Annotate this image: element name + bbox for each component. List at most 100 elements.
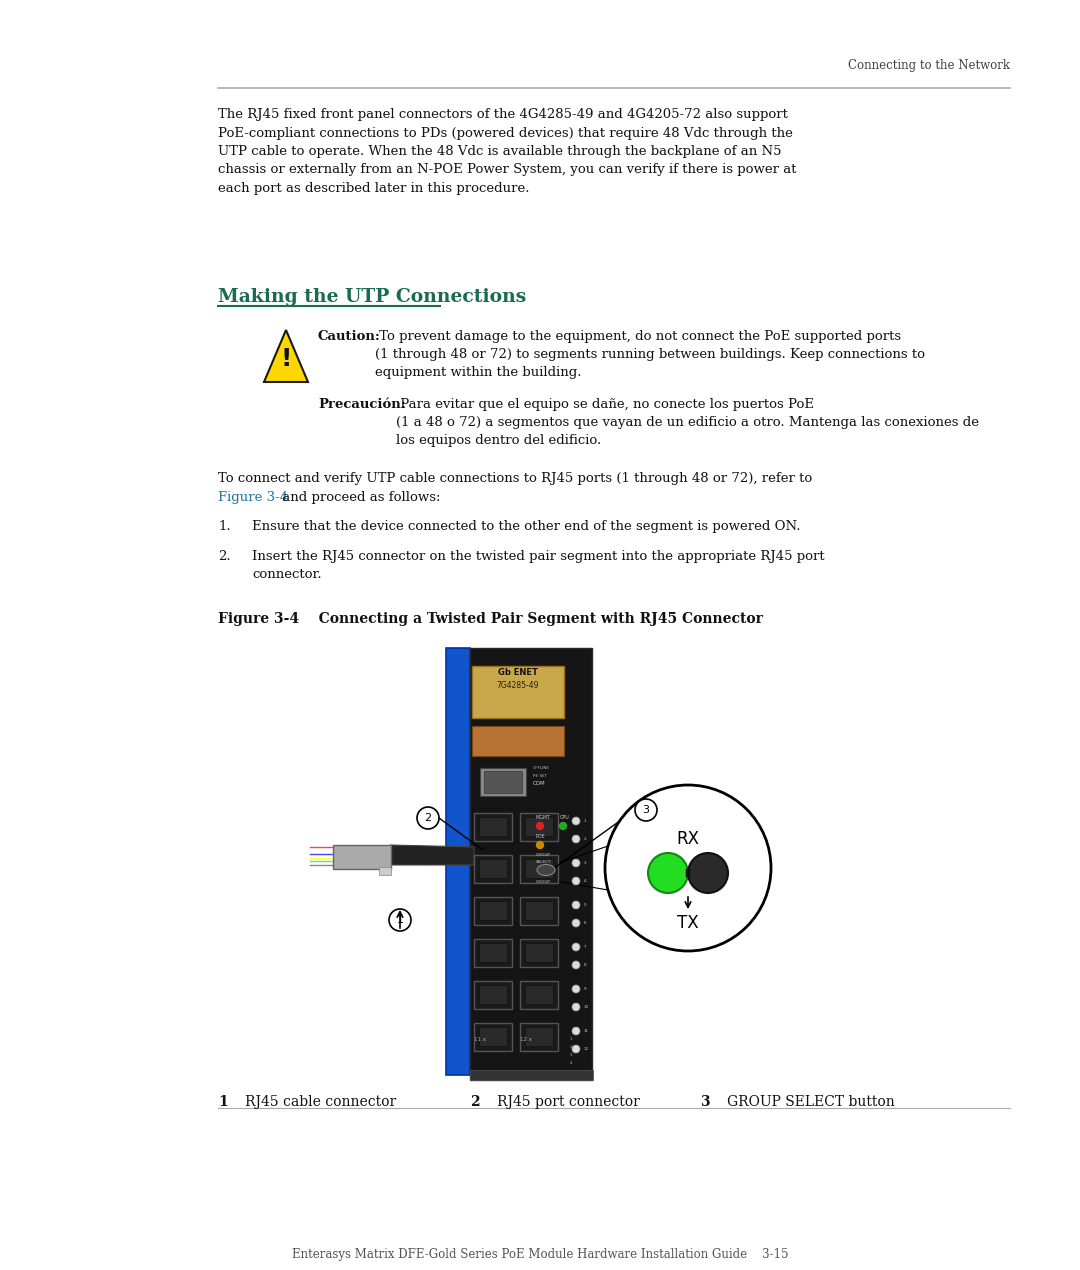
Text: Ensure that the device connected to the other end of the segment is powered ON.: Ensure that the device connected to the … — [252, 519, 800, 533]
Text: 2: 2 — [584, 837, 586, 841]
FancyBboxPatch shape — [525, 986, 553, 1005]
Text: 2: 2 — [570, 1045, 572, 1049]
FancyBboxPatch shape — [525, 1027, 553, 1046]
Text: 1: 1 — [396, 914, 404, 925]
Text: 1: 1 — [218, 1095, 228, 1109]
FancyBboxPatch shape — [525, 944, 553, 961]
Text: RX: RX — [676, 831, 700, 848]
Text: Insert the RJ45 connector on the twisted pair segment into the appropriate RJ45 : Insert the RJ45 connector on the twisted… — [252, 550, 825, 580]
Text: 11: 11 — [584, 1029, 589, 1033]
Text: 12 x: 12 x — [519, 1038, 532, 1041]
Text: 1: 1 — [570, 1038, 572, 1041]
FancyBboxPatch shape — [480, 900, 507, 919]
Text: OFFLINE: OFFLINE — [534, 766, 550, 770]
Circle shape — [572, 900, 580, 909]
Text: SELECT: SELECT — [536, 860, 552, 864]
Circle shape — [389, 909, 411, 931]
FancyBboxPatch shape — [519, 897, 558, 925]
FancyBboxPatch shape — [470, 648, 592, 1080]
Text: Enterasys Matrix DFE-Gold Series PoE Module Hardware Installation Guide    3-15: Enterasys Matrix DFE-Gold Series PoE Mod… — [292, 1248, 788, 1261]
Circle shape — [572, 1003, 580, 1011]
Circle shape — [572, 919, 580, 927]
Text: MGMT: MGMT — [536, 815, 551, 820]
Text: COM: COM — [534, 781, 545, 786]
Circle shape — [572, 878, 580, 885]
Circle shape — [572, 834, 580, 843]
Text: RJ45 cable connector: RJ45 cable connector — [232, 1095, 396, 1109]
Text: and proceed as follows:: and proceed as follows: — [278, 491, 441, 504]
FancyBboxPatch shape — [519, 1024, 558, 1052]
Text: 4: 4 — [570, 1060, 572, 1066]
Text: 3: 3 — [584, 861, 586, 865]
Text: 8: 8 — [584, 963, 586, 966]
FancyBboxPatch shape — [519, 939, 558, 966]
FancyBboxPatch shape — [474, 855, 512, 883]
Text: 2: 2 — [470, 1095, 480, 1109]
FancyBboxPatch shape — [474, 939, 512, 966]
Text: 5: 5 — [584, 903, 586, 907]
Polygon shape — [390, 845, 474, 865]
Text: 12: 12 — [584, 1046, 589, 1052]
FancyBboxPatch shape — [525, 900, 553, 919]
Text: TX: TX — [677, 914, 699, 932]
Text: 1.: 1. — [218, 519, 231, 533]
FancyBboxPatch shape — [474, 813, 512, 841]
FancyBboxPatch shape — [480, 986, 507, 1005]
Text: 1: 1 — [584, 819, 586, 823]
FancyBboxPatch shape — [474, 980, 512, 1008]
Circle shape — [648, 853, 688, 893]
FancyBboxPatch shape — [470, 1071, 593, 1080]
FancyBboxPatch shape — [525, 817, 553, 836]
Circle shape — [572, 961, 580, 969]
Text: Figure 3-4    Connecting a Twisted Pair Segment with RJ45 Connector: Figure 3-4 Connecting a Twisted Pair Seg… — [218, 612, 762, 626]
FancyBboxPatch shape — [519, 855, 558, 883]
Ellipse shape — [537, 865, 555, 875]
Text: 3: 3 — [643, 805, 649, 815]
FancyBboxPatch shape — [379, 867, 391, 875]
FancyBboxPatch shape — [480, 1027, 507, 1046]
Text: 7G4285-49: 7G4285-49 — [497, 681, 539, 690]
FancyBboxPatch shape — [480, 768, 526, 796]
Text: PE SET: PE SET — [534, 773, 548, 779]
Text: RJ45 port connector: RJ45 port connector — [484, 1095, 639, 1109]
Text: Caution:: Caution: — [318, 330, 381, 343]
Text: To prevent damage to the equipment, do not connect the PoE supported ports
(1 th: To prevent damage to the equipment, do n… — [375, 330, 924, 378]
Text: 4: 4 — [584, 879, 586, 883]
Circle shape — [572, 817, 580, 826]
Circle shape — [559, 823, 567, 829]
Text: Gb ENET: Gb ENET — [498, 668, 538, 677]
Text: The RJ45 fixed front panel connectors of the 4G4285-49 and 4G4205-72 also suppor: The RJ45 fixed front panel connectors of… — [218, 108, 797, 196]
FancyBboxPatch shape — [474, 1024, 512, 1052]
Text: 11 x: 11 x — [474, 1038, 486, 1041]
Text: 2.: 2. — [218, 550, 231, 563]
Text: 10: 10 — [584, 1005, 589, 1008]
Polygon shape — [264, 330, 308, 382]
Circle shape — [537, 842, 543, 848]
Text: To connect and verify UTP cable connections to RJ45 ports (1 through 48 or 72), : To connect and verify UTP cable connecti… — [218, 472, 812, 485]
Text: 6: 6 — [584, 921, 586, 925]
FancyBboxPatch shape — [519, 813, 558, 841]
Circle shape — [417, 806, 438, 829]
FancyBboxPatch shape — [686, 869, 690, 878]
Circle shape — [572, 859, 580, 867]
Circle shape — [572, 1045, 580, 1053]
FancyBboxPatch shape — [472, 726, 564, 756]
Text: Precaución:: Precaución: — [318, 398, 406, 411]
Text: 3: 3 — [700, 1095, 710, 1109]
FancyBboxPatch shape — [480, 817, 507, 836]
Text: Connecting to the Network: Connecting to the Network — [848, 58, 1010, 72]
Text: 7: 7 — [584, 945, 586, 949]
Circle shape — [688, 853, 728, 893]
Text: Para evitar que el equipo se dañe, no conecte los puertos PoE
(1 a 48 o 72) a se: Para evitar que el equipo se dañe, no co… — [396, 398, 978, 447]
FancyBboxPatch shape — [519, 980, 558, 1008]
Text: Making the UTP Connections: Making the UTP Connections — [218, 288, 526, 306]
Text: GROUP: GROUP — [536, 880, 551, 884]
Circle shape — [572, 944, 580, 951]
Text: POE: POE — [536, 834, 545, 839]
Text: Figure 3-4: Figure 3-4 — [218, 491, 288, 504]
FancyBboxPatch shape — [472, 665, 564, 718]
Text: GROUP SELECT button: GROUP SELECT button — [714, 1095, 894, 1109]
Circle shape — [572, 986, 580, 993]
Circle shape — [572, 1027, 580, 1035]
Text: GROUP: GROUP — [536, 853, 551, 857]
